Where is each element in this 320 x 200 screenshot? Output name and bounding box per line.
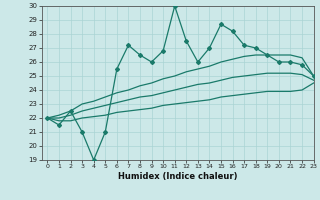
- X-axis label: Humidex (Indice chaleur): Humidex (Indice chaleur): [118, 172, 237, 181]
